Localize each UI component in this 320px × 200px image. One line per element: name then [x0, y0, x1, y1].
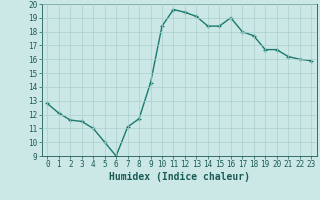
X-axis label: Humidex (Indice chaleur): Humidex (Indice chaleur) [109, 172, 250, 182]
